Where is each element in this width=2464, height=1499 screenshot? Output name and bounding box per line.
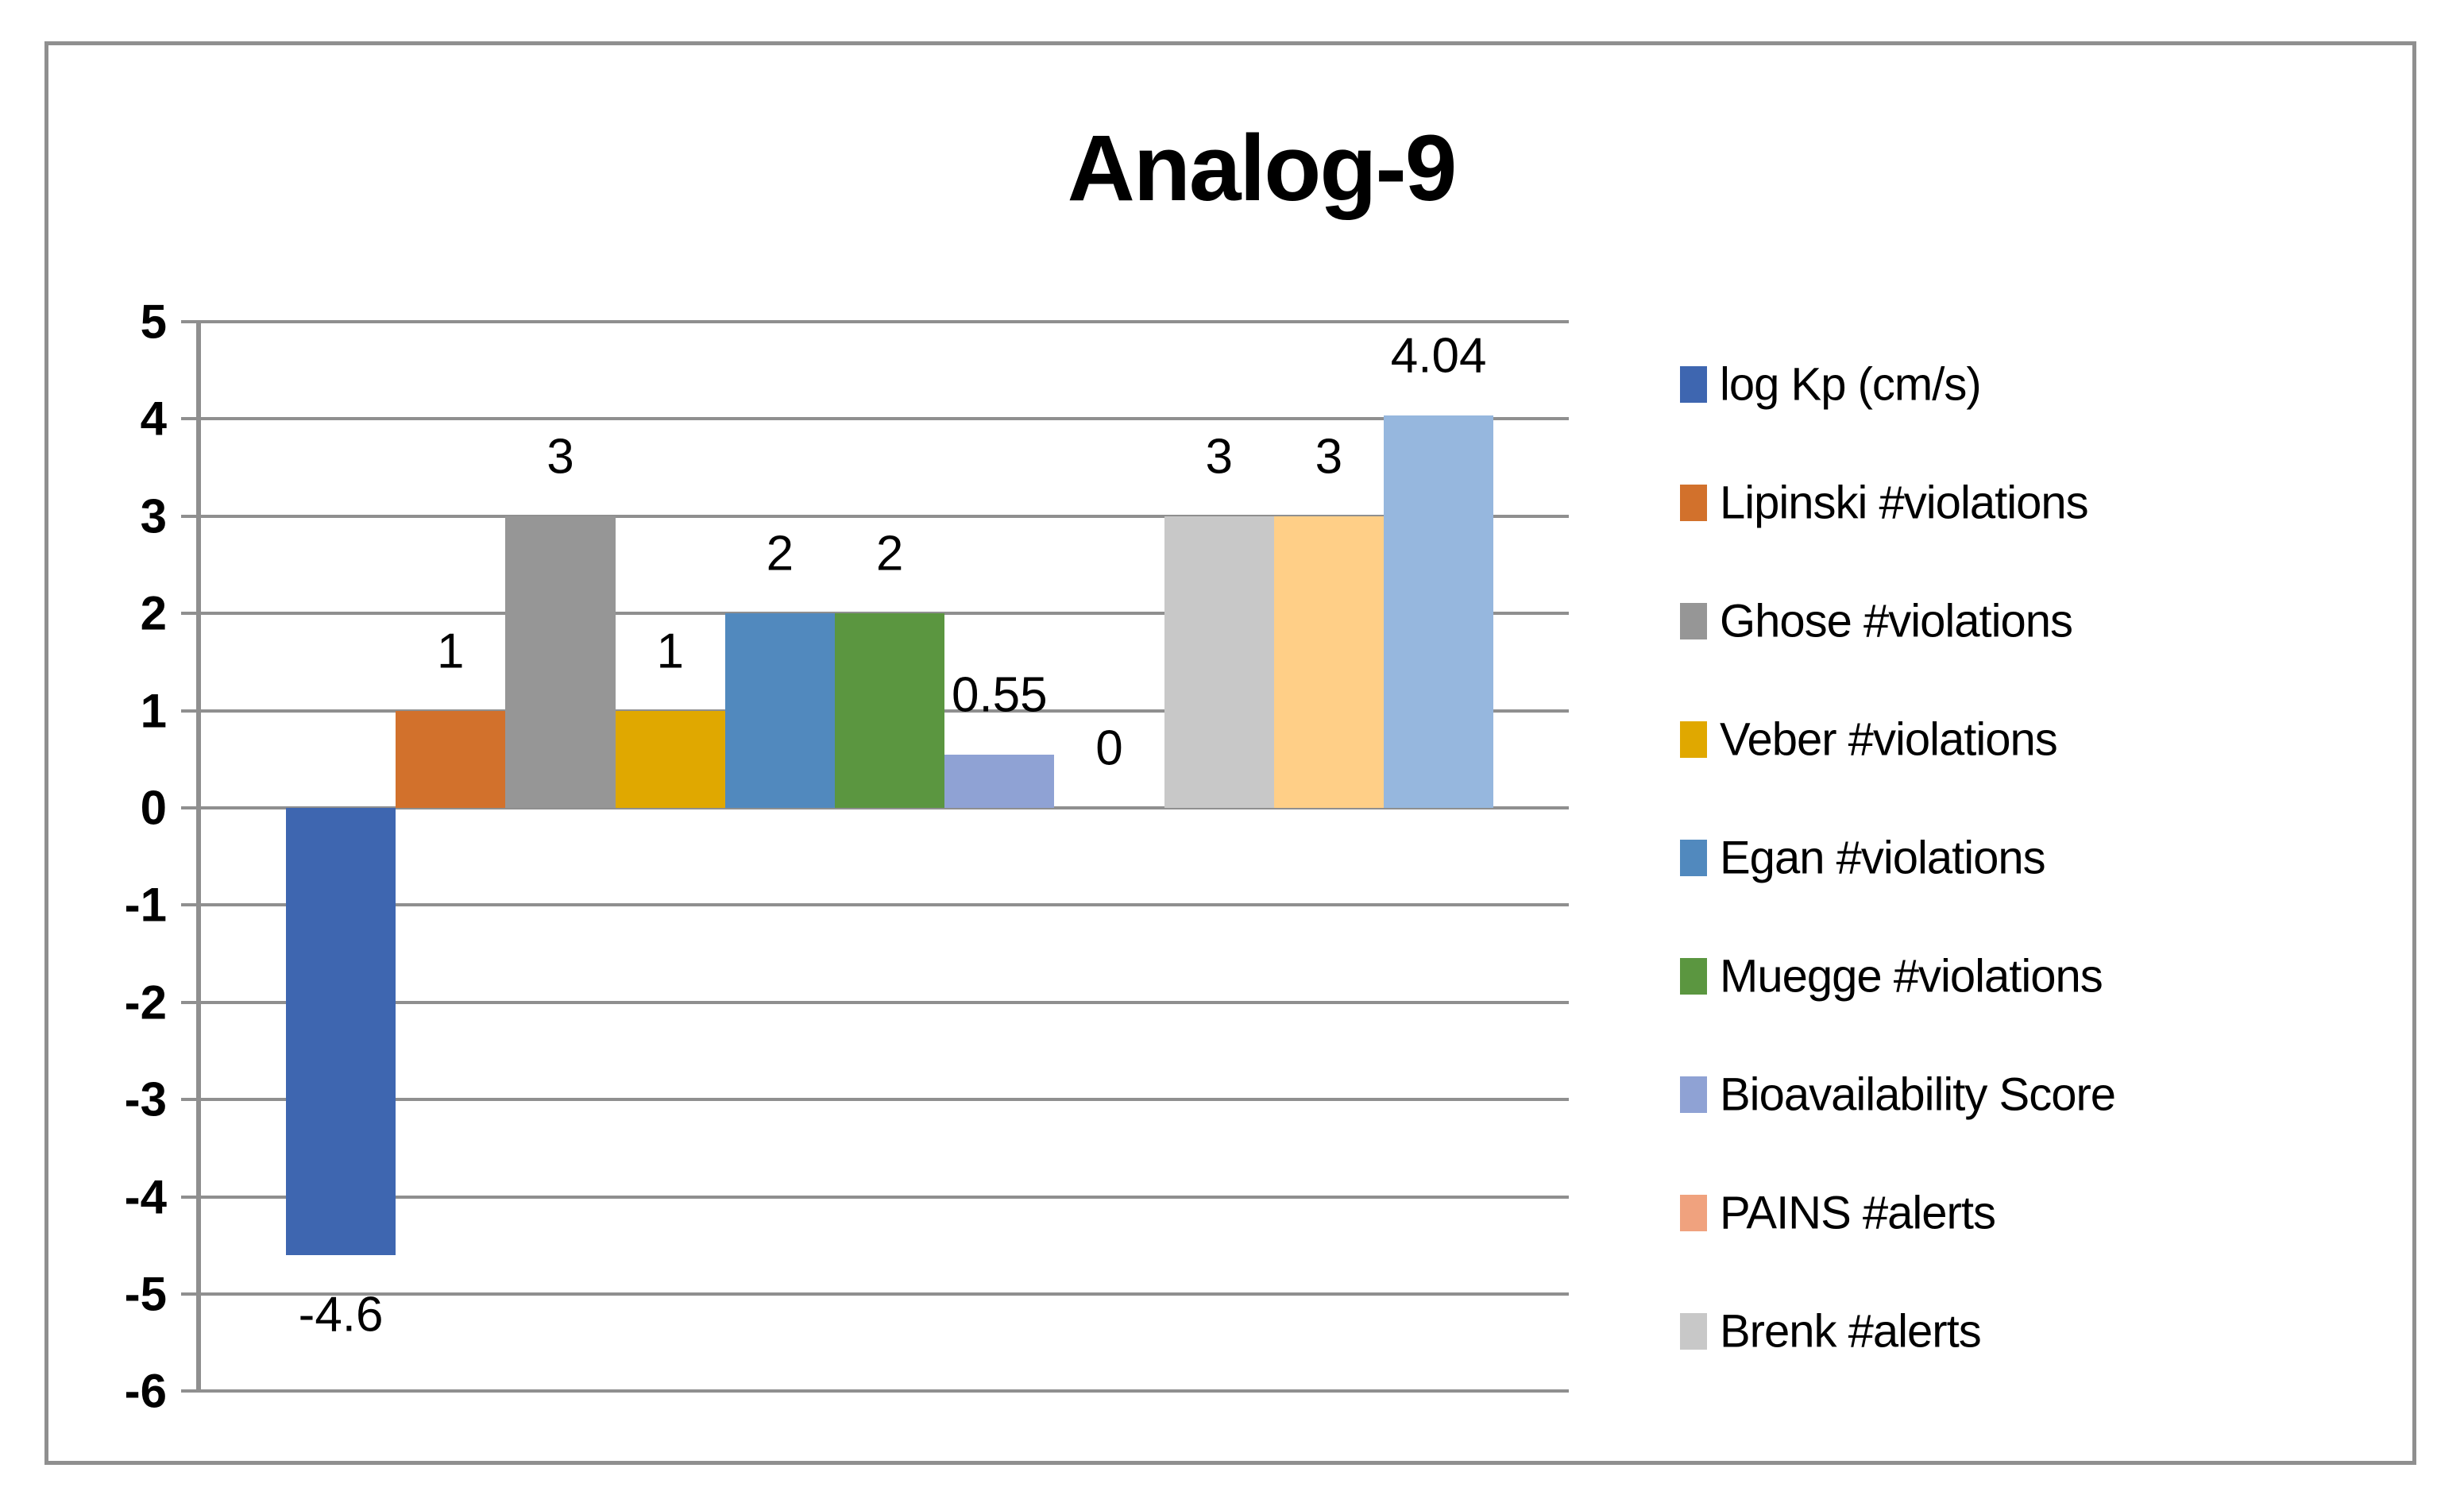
- legend-swatch-egan-violations: [1680, 840, 1707, 876]
- data-label: 2: [766, 526, 794, 581]
- legend-label-pains-alerts: PAINS #alerts: [1720, 1187, 1996, 1239]
- legend-label-brenk-alerts: Brenk #alerts: [1720, 1305, 1982, 1358]
- bar-veber-violations: [615, 710, 725, 808]
- gridline: [181, 806, 1569, 809]
- gridline: [181, 903, 1569, 907]
- y-axis-tick-label: -1: [124, 878, 167, 932]
- y-axis-tick-label: 2: [140, 586, 167, 640]
- chart-title: Analog-9: [1067, 116, 1458, 221]
- data-label: 0: [1095, 721, 1123, 776]
- legend-label-egan-violations: Egan #violations: [1720, 832, 2046, 884]
- gridline: [181, 1389, 1569, 1393]
- gridline: [181, 320, 1569, 323]
- legend-label-muegge-violations: Muegge #violations: [1720, 950, 2103, 1003]
- y-axis-tick-label: -3: [124, 1072, 167, 1126]
- legend-label-ghose-violations: Ghose #violations: [1720, 595, 2073, 647]
- data-label: 1: [437, 624, 465, 679]
- legend-swatch-brenk-alerts: [1680, 1313, 1707, 1350]
- legend-label-bioavailability-score: Bioavailability Score: [1720, 1068, 2116, 1121]
- y-axis-tick-label: -6: [124, 1364, 167, 1418]
- legend-swatch-veber-violations: [1680, 721, 1707, 758]
- data-label: 3: [1315, 429, 1343, 485]
- data-label: 3: [546, 429, 574, 485]
- legend-label-veber-violations: Veber #violations: [1720, 713, 2058, 766]
- bar-bioavailability-score: [944, 754, 1055, 808]
- bar-brenk-alerts: [1164, 516, 1274, 808]
- gridline: [181, 417, 1569, 421]
- gridline: [181, 1098, 1569, 1102]
- legend-swatch-pains-alerts: [1680, 1195, 1707, 1231]
- bar-ghose-violations: [505, 516, 616, 808]
- gridline: [181, 514, 1569, 518]
- y-axis-tick-label: 0: [140, 781, 167, 835]
- data-label: 3: [1205, 429, 1233, 485]
- legend-swatch-lipinski-violations: [1680, 485, 1707, 521]
- legend-swatch-ghose-violations: [1680, 603, 1707, 639]
- bar-lipinski-violations: [396, 710, 506, 808]
- bar-egan-violations: [724, 613, 835, 808]
- gridline: [181, 1195, 1569, 1199]
- gridline: [181, 1292, 1569, 1296]
- y-axis-tick-label: 5: [140, 295, 167, 349]
- y-axis-tick-label: 1: [140, 684, 167, 738]
- legend-swatch-log-kp-cm-s: [1680, 366, 1707, 403]
- legend-swatch-muegge-violations: [1680, 958, 1707, 995]
- bar-series-11: [1384, 415, 1494, 808]
- gridline: [181, 1000, 1569, 1004]
- data-label: 2: [875, 526, 904, 581]
- y-axis-tick-label: 3: [140, 489, 167, 543]
- data-label: 4.04: [1390, 328, 1487, 383]
- data-label: 1: [656, 624, 684, 679]
- data-label: 0.55: [951, 667, 1048, 723]
- bar-muegge-violations: [835, 613, 945, 808]
- y-axis-line: [196, 320, 201, 1393]
- y-axis-tick-label: 4: [140, 392, 167, 446]
- y-axis-tick-label: -4: [124, 1170, 167, 1224]
- y-axis-tick-label: -2: [124, 976, 167, 1030]
- legend-label-lipinski-violations: Lipinski #violations: [1720, 477, 2089, 529]
- bar-series-10: [1273, 516, 1384, 808]
- legend-label-log-kp-cm-s: log Kp (cm/s): [1720, 358, 1982, 411]
- legend-swatch-bioavailability-score: [1680, 1076, 1707, 1113]
- bar-log-kp-cm-s: [286, 808, 396, 1256]
- data-label: -4.6: [298, 1287, 384, 1343]
- y-axis-tick-label: -5: [124, 1267, 167, 1321]
